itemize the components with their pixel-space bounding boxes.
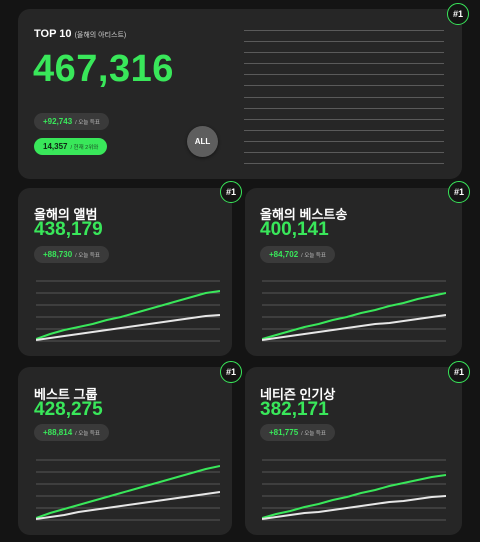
top10-title: TOP 10 (올해의 아티스트) <box>34 28 126 40</box>
list-line <box>244 74 444 76</box>
best-group-card-title: 베스트 그룹 <box>34 387 98 402</box>
list-line <box>244 118 444 120</box>
album-today-value: +88,730 <box>43 250 73 259</box>
top10-subtitle: (올해의 아티스트) <box>74 32 127 39</box>
best-song-trend-chart <box>262 280 446 342</box>
netizen-today-unit: / 오늘 득표 <box>301 430 326 437</box>
top10-gap-unit: / 현재 2위와 <box>70 144 99 151</box>
top10-today-pill: +92,743 / 오늘 득표 <box>34 113 109 130</box>
netizen-today-pill: +81,775 / 오늘 득표 <box>260 424 335 441</box>
top10-today-unit: / 오늘 득표 <box>75 119 100 126</box>
best-song-rank-badge: #1 <box>448 181 470 203</box>
secondary-trend-line <box>262 314 446 341</box>
best-song-card-title: 올해의 베스트송 <box>260 207 348 222</box>
list-line <box>244 85 444 87</box>
top10-rank-badge: #1 <box>447 3 469 25</box>
all-button[interactable]: ALL <box>187 126 218 157</box>
album-rank-badge: #1 <box>220 181 242 203</box>
best-song-today-unit: / 오늘 득표 <box>301 252 326 259</box>
list-line <box>244 129 444 131</box>
list-line <box>244 41 444 43</box>
best-group-rank-badge: #1 <box>220 361 242 383</box>
top10-gap-pill: 14,357 / 현재 2위와 <box>34 138 108 155</box>
best-group-card[interactable] <box>18 367 232 535</box>
best-group-today-value: +88,814 <box>43 428 73 437</box>
top10-title-text: TOP 10 <box>34 28 72 40</box>
best-song-card-total: 400,141 <box>260 219 329 240</box>
netizen-card-title: 네티즌 인기상 <box>260 387 336 402</box>
best-song-today-value: +84,702 <box>269 250 299 259</box>
secondary-trend-line <box>36 491 220 520</box>
netizen-today-value: +81,775 <box>269 428 299 437</box>
list-line <box>244 63 444 65</box>
netizen-card-total: 382,171 <box>260 399 329 420</box>
album-today-pill: +88,730 / 오늘 득표 <box>34 246 109 263</box>
list-line <box>244 163 444 165</box>
primary-trend-line <box>36 465 220 519</box>
album-card-title: 올해의 앨범 <box>34 207 98 222</box>
secondary-trend-line <box>262 495 446 520</box>
primary-trend-line <box>262 474 446 519</box>
primary-trend-line <box>36 290 220 340</box>
netizen-trend-chart <box>262 459 446 521</box>
album-trend-chart <box>36 280 220 342</box>
netizen-rank-badge: #1 <box>448 361 470 383</box>
list-line <box>244 96 444 98</box>
list-line <box>244 152 444 154</box>
top10-today-value: +92,743 <box>43 117 73 126</box>
album-today-unit: / 오늘 득표 <box>75 252 100 259</box>
best-group-card-total: 428,275 <box>34 399 103 420</box>
top10-gap-value: 14,357 <box>43 142 68 151</box>
best-group-today-pill: +88,814 / 오늘 득표 <box>34 424 109 441</box>
best-group-today-unit: / 오늘 득표 <box>75 430 100 437</box>
top10-list-lines <box>244 30 444 174</box>
list-line <box>244 107 444 109</box>
best-song-today-pill: +84,702 / 오늘 득표 <box>260 246 335 263</box>
list-line <box>244 52 444 54</box>
top10-total: 467,316 <box>33 48 174 90</box>
album-card-total: 438,179 <box>34 219 103 240</box>
best-group-trend-chart <box>36 459 220 521</box>
secondary-trend-line <box>36 314 220 341</box>
list-line <box>244 30 444 31</box>
list-line <box>244 140 444 142</box>
primary-trend-line <box>262 292 446 340</box>
